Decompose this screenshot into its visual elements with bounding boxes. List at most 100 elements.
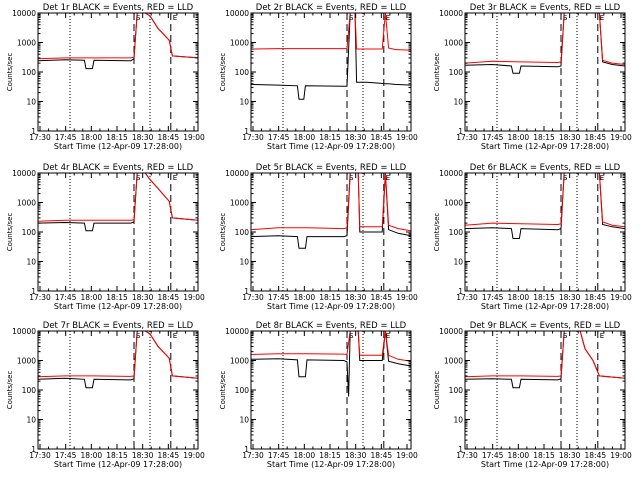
y-tick-label: 1000 <box>230 39 249 48</box>
x-tick-label: 17:45 <box>268 293 290 302</box>
panel-title: Det 4r BLACK = Events, RED = LLD <box>43 163 194 173</box>
x-tick-label: 18:00 <box>294 133 316 142</box>
x-tick-label: 18:30 <box>345 133 367 142</box>
x-axis-label: Start Time (12-Apr-09 17:28:00) <box>481 302 609 311</box>
y-axis-label: Counts/sec <box>433 53 441 92</box>
y-tick-label: 1 <box>458 445 463 454</box>
y-tick-label: 1000 <box>230 199 249 208</box>
x-tick-label: 18:00 <box>508 451 530 460</box>
x-tick-label: 18:00 <box>294 293 316 302</box>
x-axis-label: Start Time (12-Apr-09 17:28:00) <box>267 460 395 469</box>
x-axis-label: Start Time (12-Apr-09 17:28:00) <box>54 142 182 151</box>
flag-marker: E <box>600 332 604 340</box>
x-tick-label: 17:30 <box>456 133 478 142</box>
y-tick-label: 100 <box>235 228 250 237</box>
x-tick-label: 17:30 <box>29 133 51 142</box>
panel-title: Det 3r BLACK = Events, RED = LLD <box>470 3 621 13</box>
x-tick-label: 18:45 <box>585 293 607 302</box>
x-tick-label: 18:45 <box>158 133 180 142</box>
x-tick-label: 18:30 <box>132 293 154 302</box>
x-tick-label: 17:45 <box>482 133 504 142</box>
x-tick-label: 19:00 <box>610 133 632 142</box>
y-tick-label: 10 <box>26 416 36 425</box>
panel-data <box>251 173 411 249</box>
y-tick-label: 10000 <box>225 169 249 178</box>
y-tick-label: 10000 <box>439 327 463 336</box>
x-tick-label: 19:00 <box>183 451 205 460</box>
x-tick-label: 17:30 <box>29 451 51 460</box>
lld-series-line <box>465 173 625 228</box>
y-tick-label: 100 <box>22 228 37 237</box>
y-tick-label: 1000 <box>17 357 36 366</box>
x-tick-label: 18:30 <box>559 451 581 460</box>
y-tick-label: 1000 <box>230 357 249 366</box>
lld-series-line <box>38 13 198 60</box>
x-axis-label: Start Time (12-Apr-09 17:28:00) <box>481 460 609 469</box>
y-tick-label: 1000 <box>444 357 463 366</box>
events-series-line <box>251 13 411 100</box>
y-tick-label: 10 <box>453 258 463 267</box>
x-tick-label: 18:15 <box>319 133 341 142</box>
flag-marker: E <box>600 174 604 182</box>
y-tick-label: 10 <box>26 258 36 267</box>
x-tick-label: 18:45 <box>371 293 393 302</box>
y-tick-label: 100 <box>235 68 250 77</box>
x-tick-label: 18:00 <box>81 133 103 142</box>
y-tick-label: 1 <box>244 445 249 454</box>
x-tick-label: 18:00 <box>81 293 103 302</box>
lld-series-line <box>465 13 625 65</box>
y-tick-label: 10000 <box>12 9 36 18</box>
y-axis-label: Counts/sec <box>219 371 227 410</box>
x-tick-label: 18:15 <box>533 451 555 460</box>
panel-title: Det 8r BLACK = Events, RED = LLD <box>256 321 407 331</box>
x-tick-label: 18:30 <box>345 293 367 302</box>
flag-marker: S <box>136 332 141 340</box>
events-series-line <box>251 173 411 249</box>
x-tick-label: 19:00 <box>396 451 418 460</box>
y-tick-label: 1 <box>244 287 249 296</box>
x-tick-label: 17:30 <box>29 293 51 302</box>
y-tick-label: 10 <box>239 416 249 425</box>
x-tick-label: 17:30 <box>242 451 264 460</box>
x-tick-label: 18:30 <box>345 451 367 460</box>
y-tick-label: 10000 <box>225 9 249 18</box>
flag-marker: S <box>349 332 354 340</box>
x-tick-label: 18:30 <box>132 451 154 460</box>
y-tick-label: 100 <box>22 68 37 77</box>
y-tick-label: 100 <box>449 68 464 77</box>
x-tick-label: 17:30 <box>242 133 264 142</box>
y-tick-label: 1 <box>31 287 36 296</box>
panel-data <box>465 331 625 389</box>
panel-title: Det 5r BLACK = Events, RED = LLD <box>256 163 407 173</box>
plot-frame <box>37 172 199 292</box>
x-tick-label: 19:00 <box>396 133 418 142</box>
y-tick-label: 100 <box>235 386 250 395</box>
y-tick-label: 1 <box>31 127 36 136</box>
y-tick-label: 10 <box>239 98 249 107</box>
y-axis-label: Counts/sec <box>6 213 14 252</box>
plot-frame <box>464 330 626 450</box>
x-tick-label: 18:45 <box>585 133 607 142</box>
flag-marker: E <box>173 332 177 340</box>
lld-series-line <box>251 331 411 362</box>
panel-title: Det 1r BLACK = Events, RED = LLD <box>43 3 194 13</box>
plot-frame <box>37 330 199 450</box>
x-tick-label: 17:45 <box>482 451 504 460</box>
x-tick-label: 18:15 <box>319 451 341 460</box>
flag-marker: S <box>349 14 354 22</box>
flag-marker: S <box>136 14 141 22</box>
x-tick-label: 18:45 <box>585 451 607 460</box>
y-tick-label: 1000 <box>444 199 463 208</box>
x-axis-label: Start Time (12-Apr-09 17:28:00) <box>54 460 182 469</box>
panel-data <box>38 331 198 389</box>
x-tick-label: 19:00 <box>396 293 418 302</box>
panel-data <box>251 13 411 100</box>
lld-series-line <box>465 331 625 379</box>
lld-series-line <box>251 13 411 51</box>
x-tick-label: 17:45 <box>55 293 77 302</box>
x-tick-label: 18:15 <box>106 293 128 302</box>
y-tick-label: 1000 <box>444 39 463 48</box>
